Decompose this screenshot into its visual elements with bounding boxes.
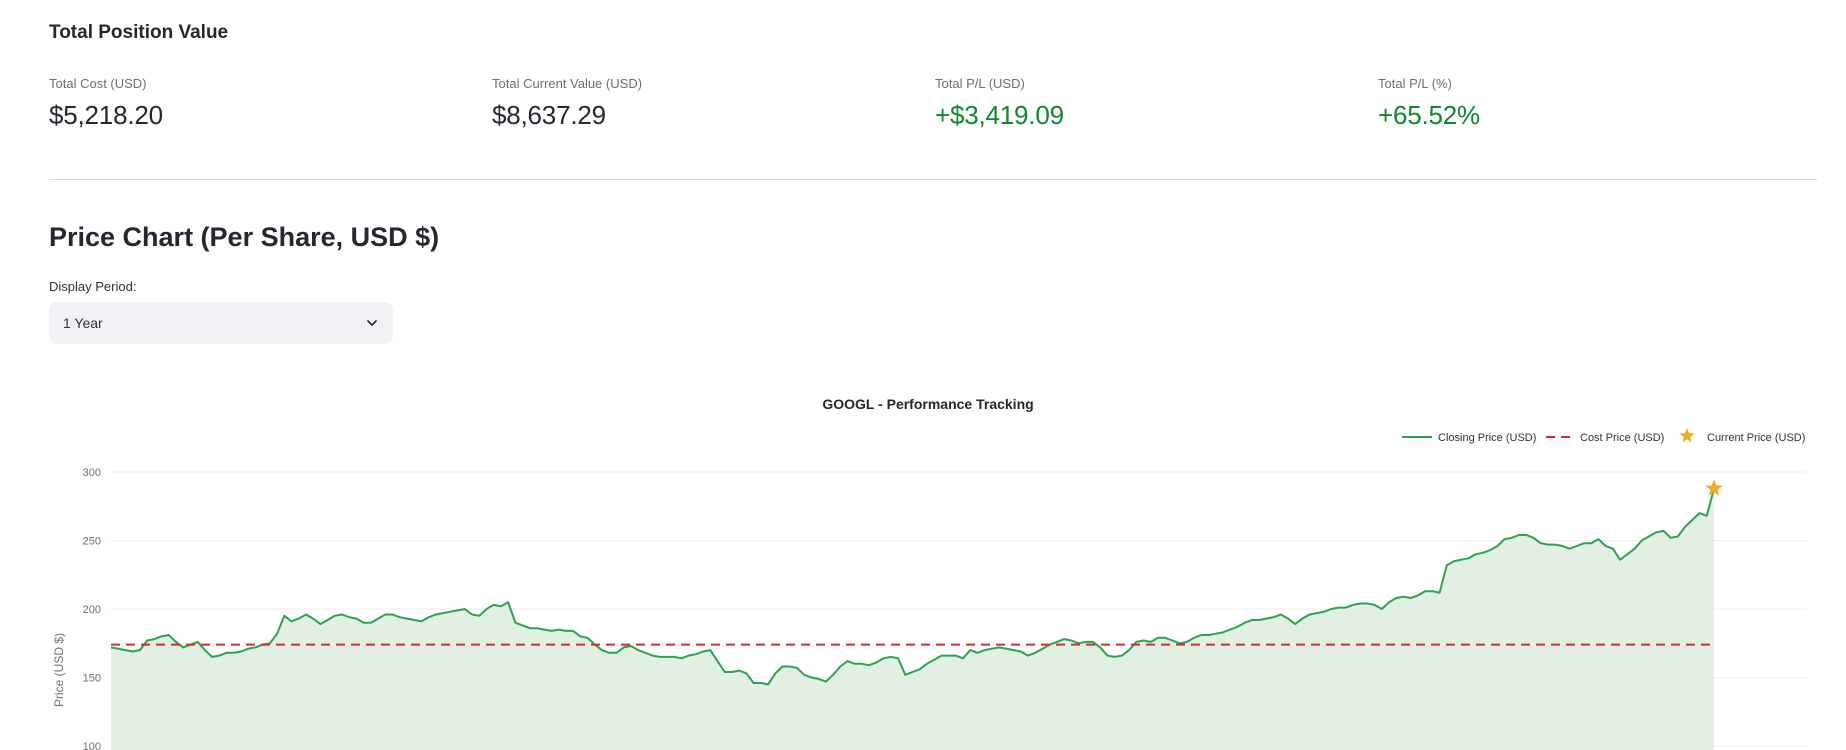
metric-value: $5,218.20 [49,100,163,130]
y-tick-label: 150 [83,673,101,685]
chart-title: GOOGL - Performance Tracking [822,396,1033,412]
metric-value: $8,637.29 [492,100,606,130]
legend-label: Closing Price (USD) [1438,432,1536,444]
display-period-value: 1 Year [63,315,103,331]
y-tick-label: 250 [83,536,101,548]
y-axis-label: Price (USD $) [52,633,66,707]
display-period-select[interactable]: 1 Year [49,302,393,344]
metric-label: Total Current Value (USD) [492,76,643,91]
metric-total-pl-usd: Total P/L (USD) +$3,419.09 [935,76,1064,131]
y-tick-label: 300 [83,467,101,479]
metric-label: Total P/L (%) [1378,76,1452,91]
section-title-total-position: Total Position Value [49,22,229,43]
closing-price-area [111,488,1714,750]
metric-value: +65.52% [1378,100,1480,130]
legend-star-icon [1679,428,1695,443]
legend-label: Cost Price (USD) [1580,432,1664,444]
y-tick-label: 100 [83,741,101,750]
metric-total-cost: Total Cost (USD) $5,218.20 [49,76,163,131]
metric-total-current-value: Total Current Value (USD) $8,637.29 [492,76,642,131]
current-price-star-icon [1705,479,1723,496]
price-chart: GOOGL - Performance Tracking 100 150 200 250… [52,396,1806,750]
metric-value: +$3,419.09 [935,100,1064,130]
metric-total-pl-percent: Total P/L (%) +65.52% [1378,76,1480,131]
metric-label: Total Cost (USD) [49,76,147,91]
legend-label: Current Price (USD) [1707,432,1805,444]
y-tick-label: 200 [83,604,101,616]
section-divider [49,179,1817,180]
display-period-label: Display Period: [49,279,137,294]
chevron-down-icon [365,316,379,330]
closing-price-line [110,488,1715,686]
metric-label: Total P/L (USD) [935,76,1025,91]
metrics-row: Total Cost (USD) $5,218.20 Total Current… [49,76,1817,136]
price-chart-heading: Price Chart (Per Share, USD $) [49,222,440,252]
